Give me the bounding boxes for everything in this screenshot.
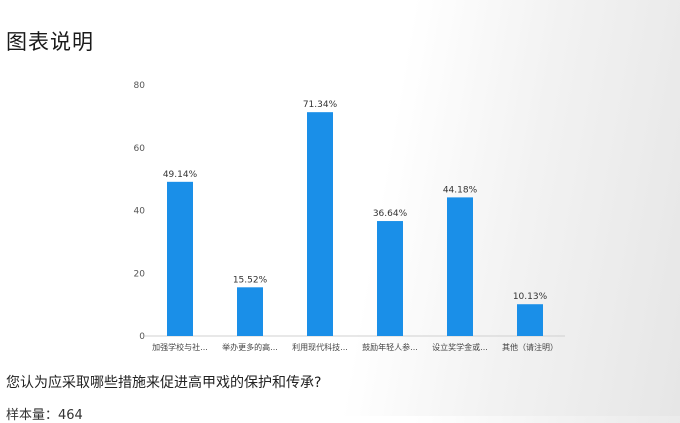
- data-label: 10.13%: [513, 292, 548, 302]
- y-tick-label: 20: [134, 269, 146, 279]
- x-tick-label: 利用现代科技...: [292, 342, 348, 352]
- y-tick-label: 60: [134, 144, 146, 154]
- data-label: 15.52%: [233, 275, 268, 285]
- bar-chart: 0 20 40 60 80 49.14% 15.52% 71.34% 36.64% 44.18%…: [134, 81, 565, 352]
- x-tick-label: 加强学校与社...: [152, 342, 208, 352]
- data-label: 71.34%: [303, 100, 338, 110]
- data-label: 44.18%: [443, 185, 478, 195]
- data-label: 36.64%: [373, 209, 408, 219]
- page-title: 图表说明: [6, 30, 94, 54]
- data-label: 49.14%: [163, 170, 198, 180]
- x-tick-label: 设立奖学金或...: [432, 342, 488, 352]
- bar: [237, 287, 263, 336]
- sample-size: 样本量：464: [6, 408, 83, 423]
- y-tick-label: 0: [139, 332, 145, 342]
- x-tick-label: 其他（请注明）: [502, 342, 558, 352]
- bar: [377, 221, 403, 336]
- x-tick-label: 鼓励年轻人参...: [362, 342, 418, 352]
- bar: [447, 197, 473, 336]
- x-tick-label: 举办更多的高...: [222, 342, 278, 352]
- question-text: 您认为应采取哪些措施来促进高甲戏的保护和传承?: [6, 375, 322, 391]
- y-tick-label: 80: [134, 81, 146, 91]
- y-tick-label: 40: [134, 207, 146, 217]
- bar: [167, 181, 193, 336]
- bar: [307, 112, 333, 337]
- bar: [517, 304, 543, 336]
